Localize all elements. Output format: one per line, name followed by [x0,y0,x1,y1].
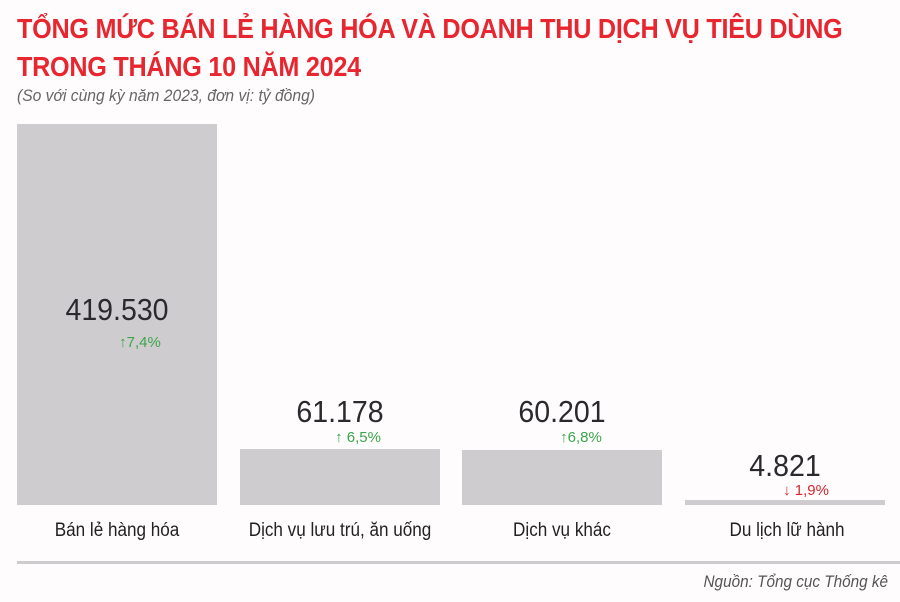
chart-title: TỔNG MỨC BÁN LẺ HÀNG HÓA VÀ DOANH THU DỊ… [17,10,843,86]
bar-value: 4.821 [749,448,821,483]
bar-value: 60.201 [518,394,606,429]
bar-value: 61.178 [296,394,384,429]
bar-change-down: ↓ 1,9% [783,482,829,499]
chart-title-line2: TRONG THÁNG 10 NĂM 2024 [17,51,361,82]
category-label: Dịch vụ khác [513,520,611,541]
bar-ban-le-hang-hoa [17,124,217,505]
bar-dich-vu-khac [462,450,662,505]
bar-value: 419.530 [65,292,169,327]
divider [17,561,900,564]
source-note: Nguồn: Tổng cục Thống kê [703,572,888,591]
bar-change-up: ↑6,8% [560,429,602,446]
category-label: Bán lẻ hàng hóa [54,520,180,541]
bar-du-lich-lu-hanh [685,500,885,505]
bar-dich-vu-luu-tru-an-uong [240,449,440,505]
chart-subtitle: (So với cùng kỳ năm 2023, đơn vị: tỷ đồn… [17,86,315,105]
category-label: Dịch vụ lưu trú, ăn uống [248,520,432,541]
category-label: Du lịch lữ hành [729,520,845,541]
bar-change-up: ↑7,4% [119,334,161,351]
chart-title-line1: TỔNG MỨC BÁN LẺ HÀNG HÓA VÀ DOANH THU DỊ… [17,13,843,44]
bar-change-up: ↑ 6,5% [335,429,381,446]
